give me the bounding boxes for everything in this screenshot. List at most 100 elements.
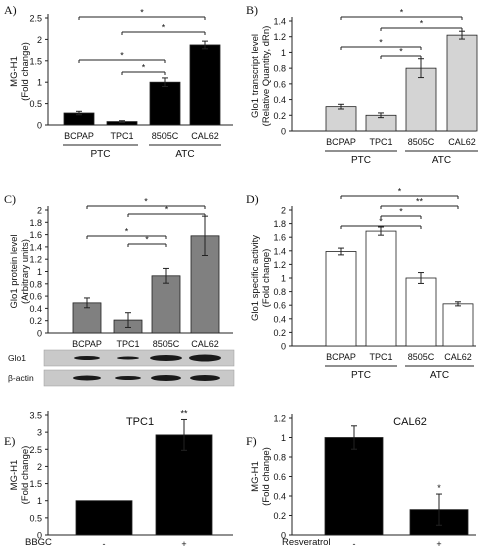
x-tick-label: TPC1 bbox=[110, 131, 133, 141]
y-tick-label: 0.6 bbox=[273, 301, 286, 311]
y-tick-label: 1.4 bbox=[29, 242, 42, 252]
bar-CAL62 bbox=[446, 34, 478, 132]
x-tick-label: 8505C bbox=[408, 352, 435, 362]
y-tick-label: 0.2 bbox=[29, 316, 42, 326]
bar-BCPAP bbox=[325, 251, 357, 347]
significance-mark: * bbox=[437, 483, 441, 493]
y-tick-label: 0 bbox=[37, 329, 42, 339]
significance-star: * bbox=[162, 23, 166, 33]
x-axis-label: Resveratrol bbox=[282, 537, 331, 548]
x-tick-label: BCPAP bbox=[326, 137, 356, 147]
significance-star: * bbox=[420, 19, 424, 29]
bar-8505C bbox=[151, 275, 181, 334]
bar-CAL62 bbox=[442, 303, 474, 347]
y-axis-label: MG-H1 (Fold change) bbox=[9, 42, 31, 101]
significance-star: ** bbox=[416, 197, 424, 207]
y-tick-label: 0 bbox=[37, 531, 42, 541]
significance-star: * bbox=[399, 47, 403, 57]
y-tick-label: 1.2 bbox=[273, 414, 286, 424]
y-tick-label: 2 bbox=[37, 35, 42, 45]
significance-star: * bbox=[400, 8, 404, 18]
y-tick-label: 1 bbox=[37, 496, 42, 506]
bar-8505C bbox=[149, 81, 181, 126]
significance-star: * bbox=[379, 38, 383, 48]
bar-CAL62 bbox=[189, 44, 221, 126]
significance-star: * bbox=[145, 235, 149, 245]
blot-label: β-actin bbox=[8, 373, 34, 383]
group-label: ATC bbox=[175, 149, 194, 160]
y-tick-label: 2 bbox=[281, 206, 286, 216]
blot-label: Glo1 bbox=[8, 353, 26, 363]
panel-label: F) bbox=[246, 434, 257, 448]
blot-band bbox=[151, 375, 181, 381]
bar-TPC1 bbox=[365, 230, 397, 347]
y-axis-label-line: Glo1 specific activity bbox=[250, 235, 261, 321]
y-tick-label: 1 bbox=[281, 48, 286, 58]
significance-star: * bbox=[379, 217, 383, 227]
y-axis-label: Glo1 protein level (Arbitrary units) bbox=[9, 235, 31, 309]
x-tick-label: - bbox=[103, 539, 106, 549]
y-tick-label: 1 bbox=[281, 274, 286, 284]
bar-+ bbox=[155, 434, 213, 536]
y-tick-label: 0.2 bbox=[273, 111, 286, 121]
group-label: ATC bbox=[432, 155, 451, 166]
x-tick-label: TPC1 bbox=[369, 137, 392, 147]
significance-star: * bbox=[142, 63, 146, 73]
blot-band bbox=[189, 354, 221, 362]
blot-band bbox=[73, 375, 101, 381]
y-tick-label: 0.2 bbox=[273, 328, 286, 338]
y-axis-label: Glo1 transcript level (Relative Quantity,… bbox=[250, 26, 272, 127]
x-tick-label: CAL62 bbox=[444, 352, 472, 362]
y-tick-label: 1 bbox=[37, 267, 42, 277]
chart-panel-f: F) CAL62 0 0.2 0.4 0.6 0.8 1 1.2 MG-H1 (Fold chang… bbox=[246, 414, 476, 549]
y-tick-label: 0.8 bbox=[273, 287, 286, 297]
y-tick-label: 1.5 bbox=[29, 479, 42, 489]
y-tick-label: 1.6 bbox=[273, 233, 286, 243]
bar-- bbox=[324, 437, 384, 536]
chart-panel-d: D) 0 0.2 0.4 0.6 0.8 1 1.2 1.4 1.6 1.8 2 Glo1 specif… bbox=[246, 187, 476, 381]
y-axis-label-line: (Fold change) bbox=[20, 42, 31, 101]
x-tick-label: 8505C bbox=[152, 131, 179, 141]
y-tick-label: 1.8 bbox=[29, 218, 42, 228]
y-axis-label-line: (Fold change) bbox=[261, 249, 272, 308]
x-tick-label: + bbox=[436, 539, 441, 549]
panel-label: D) bbox=[246, 192, 259, 206]
significance-mark: ** bbox=[180, 408, 188, 418]
significance-star: * bbox=[399, 207, 403, 217]
x-tick-label: - bbox=[353, 539, 356, 549]
x-axis-label: BBGC bbox=[25, 537, 52, 548]
y-tick-label: 0.6 bbox=[273, 79, 286, 89]
bar-8505C bbox=[405, 277, 437, 347]
x-tick-label: TPC1 bbox=[116, 339, 139, 349]
y-axis-label: Glo1 specific activity (Fold change) bbox=[250, 235, 272, 321]
x-tick-label: BCPAP bbox=[326, 352, 356, 362]
y-tick-label: 1.2 bbox=[29, 255, 42, 265]
y-tick-label: 1 bbox=[281, 433, 286, 443]
y-tick-label: 0 bbox=[281, 531, 286, 541]
y-axis-label-line: Glo1 protein level bbox=[9, 235, 20, 309]
significance-star: * bbox=[125, 227, 129, 237]
y-axis-label-line: (Fold change) bbox=[20, 446, 31, 505]
y-tick-label: 2.5 bbox=[29, 14, 42, 24]
x-tick-label: 8505C bbox=[408, 137, 435, 147]
y-tick-label: 1.6 bbox=[29, 230, 42, 240]
y-tick-label: 1.4 bbox=[273, 17, 286, 27]
y-tick-label: 0 bbox=[37, 121, 42, 131]
y-tick-label: 0.8 bbox=[273, 64, 286, 74]
bar-BCPAP bbox=[325, 106, 357, 132]
y-axis-label-line: (Fold change) bbox=[261, 447, 272, 506]
chart-panel-a: A) 0 0.5 1 1.5 2 2.5 MG-H1 (Fold change) BCPAP TPC… bbox=[4, 3, 233, 160]
y-tick-label: 0.8 bbox=[29, 279, 42, 289]
chart-panel-e: E) TPC1 0 0.5 1 1.5 2 2.5 3 3.5 MG-H1 (Fold change)… bbox=[4, 408, 233, 549]
panel-label: E) bbox=[4, 434, 15, 448]
bar-CAL62 bbox=[190, 235, 220, 334]
blot-band bbox=[74, 356, 100, 360]
y-axis-label-line: (Arbitrary units) bbox=[20, 239, 31, 304]
blot-band bbox=[150, 355, 182, 361]
group-label: PTC bbox=[351, 155, 371, 166]
y-tick-label: 0 bbox=[281, 342, 286, 352]
y-tick-label: 0.2 bbox=[273, 511, 286, 521]
x-tick-label: + bbox=[181, 539, 186, 549]
y-tick-label: 0.6 bbox=[273, 472, 286, 482]
